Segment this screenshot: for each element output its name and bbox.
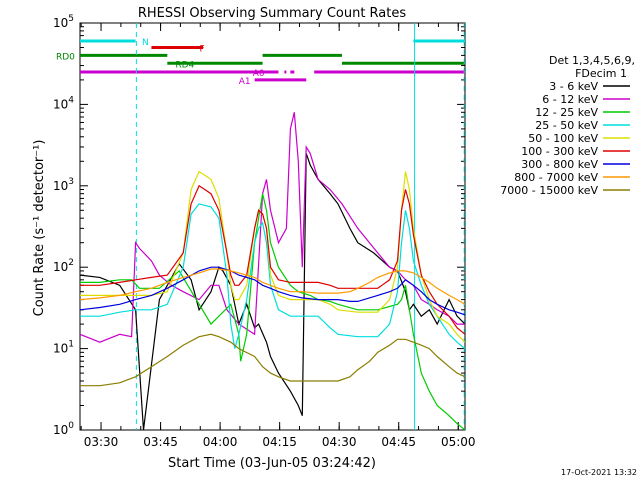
flag-label: RD4 <box>175 60 194 70</box>
series-line <box>80 203 465 350</box>
series-line <box>80 333 465 387</box>
y-axis-label: Count Rate (s⁻¹ detector⁻¹) <box>32 140 47 317</box>
x-tick-label: 04:15 <box>262 435 297 449</box>
series-line <box>80 184 465 335</box>
legend-item-label: 6 - 12 keV <box>542 93 598 106</box>
x-axis: 03:30 03:45 04:00 04:15 04:30 04:45 05:00 <box>80 23 476 449</box>
y-axis: 100 101 102 103 104 105 <box>53 14 465 437</box>
x-tick-label: 05:00 <box>441 435 476 449</box>
x-tick-label: 03:30 <box>84 435 119 449</box>
series-lines <box>80 112 465 430</box>
footer-date: 17-Oct-2021 13:32 <box>561 468 637 477</box>
plot-frame <box>79 22 466 431</box>
y-tick-label: 100 <box>53 421 74 437</box>
x-tick-label: 04:00 <box>203 435 238 449</box>
y-tick-label: 105 <box>53 14 74 30</box>
y-tick-label: 101 <box>53 340 74 356</box>
series-line <box>80 112 465 343</box>
y-tick-label: 103 <box>53 177 74 193</box>
legend-item-label: 800 - 7000 keV <box>514 171 598 184</box>
x-axis-label: Start Time (03-Jun-05 03:24:42) <box>168 456 376 471</box>
x-tick-label: 04:45 <box>381 435 416 449</box>
legend-item-label: 25 - 50 keV <box>535 119 598 132</box>
y-tick-label: 104 <box>53 95 74 111</box>
legend-item-label: 300 - 800 keV <box>521 158 598 171</box>
legend-item-label: 50 - 100 keV <box>528 132 598 145</box>
chart-title: RHESSI Observing Summary Count Rates <box>138 6 407 21</box>
legend-item-label: 100 - 300 keV <box>521 145 598 158</box>
flag-label: A1 <box>239 77 251 87</box>
flag-label: N <box>142 38 149 48</box>
flag-label: A0 <box>253 69 265 79</box>
legend-item-label: 7000 - 15000 keV <box>500 184 598 197</box>
series-line <box>80 170 465 343</box>
attenuator-lines <box>135 23 465 430</box>
x-tick-label: 03:45 <box>143 435 178 449</box>
series-line <box>80 193 465 430</box>
legend-title-decim: FDecim 1 <box>575 67 627 80</box>
y-tick-label: 102 <box>53 258 74 274</box>
series-line <box>80 266 465 316</box>
x-tick-label: 04:30 <box>322 435 357 449</box>
series-line <box>80 268 465 305</box>
legend-item-label: 3 - 6 keV <box>549 80 598 93</box>
legend-item-label: 12 - 25 keV <box>535 106 598 119</box>
flag-label: F <box>199 45 204 55</box>
flag-label: RD0 <box>56 52 75 62</box>
legend-title-detectors: Det 1,3,4,5,6,9, <box>549 54 635 67</box>
